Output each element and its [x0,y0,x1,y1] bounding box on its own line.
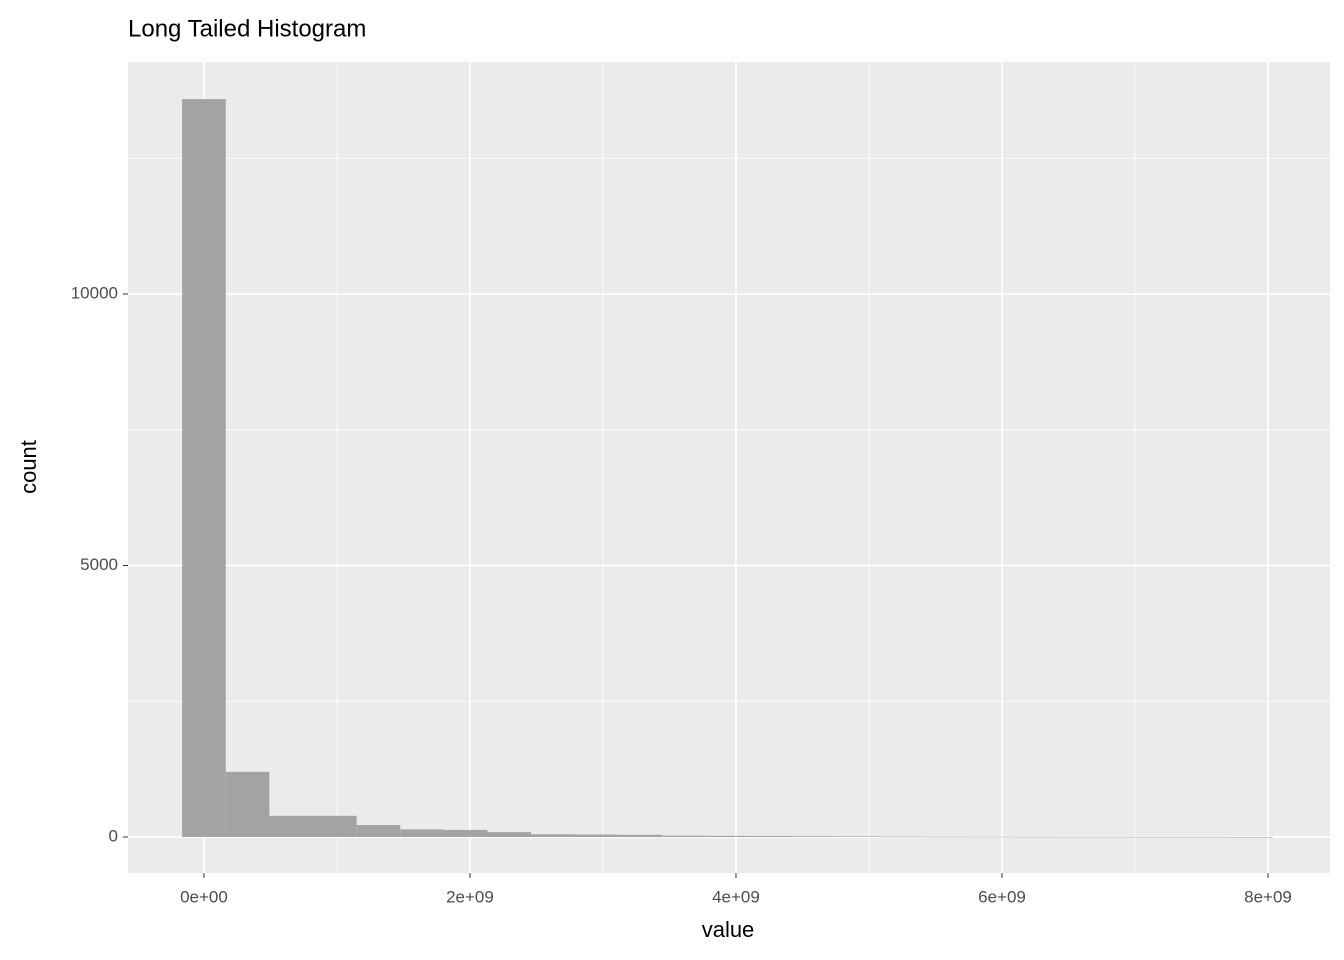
bar [792,836,837,838]
y-tick-label: 10000 [71,284,118,303]
bar [1054,836,1099,838]
y-axis-label: count [16,440,41,494]
x-tick-label: 8e+09 [1244,887,1292,906]
bar [836,836,881,838]
bar [443,829,488,838]
x-tick-label: 6e+09 [978,887,1026,906]
bar [1229,836,1273,838]
bar [1098,836,1142,838]
bar [400,829,444,838]
x-tick-label: 0e+00 [180,887,228,906]
bar [662,835,706,838]
panel [128,62,1330,873]
bar [487,832,532,838]
bar [269,815,314,838]
bar [967,836,1012,838]
y-tick-label: 5000 [80,555,118,574]
bar [182,99,226,838]
chart-title: Long Tailed Histogram [128,15,366,42]
bar [225,771,270,838]
x-axis-label: value [702,917,755,942]
bar [618,834,663,838]
bar [923,836,968,838]
bar [313,815,357,838]
bar [749,836,793,838]
bar [531,834,575,838]
x-tick-label: 2e+09 [446,887,494,906]
bar [1141,836,1186,838]
x-tick-label: 4e+09 [712,887,760,906]
bar [356,825,401,838]
y-tick-label: 0 [109,826,118,845]
bar [705,835,750,838]
bar [1185,836,1230,838]
bar [1011,836,1055,838]
bar [880,836,924,838]
bar [574,834,619,838]
